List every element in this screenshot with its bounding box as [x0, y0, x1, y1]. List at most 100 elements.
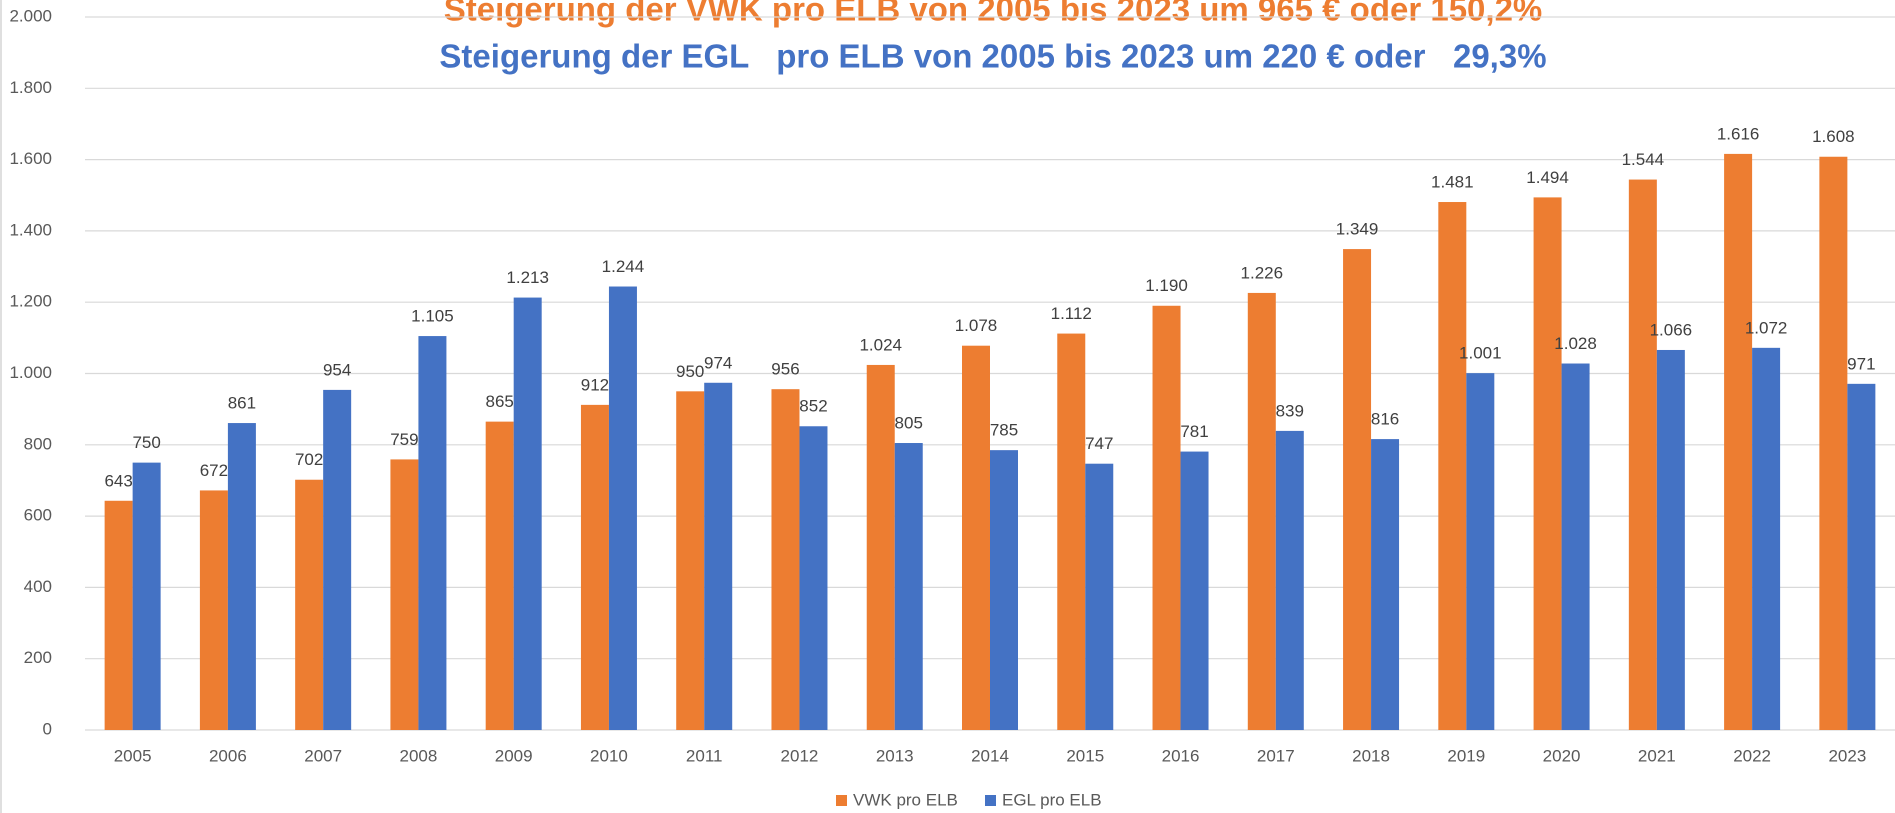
- bar: [418, 336, 447, 730]
- x-tick-label: 2020: [1543, 746, 1581, 765]
- bar: [227, 423, 256, 730]
- chart-title: Steigerung der VWK pro ELB von 2005 bis …: [444, 0, 1543, 28]
- x-tick-label: 2008: [400, 746, 438, 765]
- bar: [1371, 439, 1400, 730]
- bar: [1275, 430, 1304, 730]
- x-tick-label: 2021: [1638, 746, 1676, 765]
- bar: [513, 297, 542, 730]
- value-label: 805: [895, 414, 923, 433]
- chart-subtitle: Steigerung der EGL pro ELB von 2005 bis …: [439, 38, 1546, 75]
- x-tick-label: 2012: [781, 746, 819, 765]
- value-label: 1.024: [859, 335, 902, 354]
- bar: [799, 426, 828, 730]
- bar: [608, 286, 637, 730]
- y-tick-label: 1.400: [9, 220, 52, 239]
- value-label: 1.226: [1241, 263, 1284, 282]
- bar: [1180, 451, 1209, 730]
- bar: [1466, 373, 1495, 730]
- value-label: 974: [704, 353, 732, 372]
- value-label: 1.066: [1650, 320, 1693, 339]
- value-label: 816: [1371, 410, 1399, 429]
- value-label: 750: [132, 433, 160, 452]
- value-label: 861: [228, 394, 256, 413]
- x-tick-label: 2005: [114, 746, 152, 765]
- y-tick-label: 1.800: [9, 78, 52, 97]
- bar: [1561, 363, 1590, 730]
- value-label: 1.616: [1717, 124, 1760, 143]
- value-label: 672: [200, 461, 228, 480]
- bar: [390, 459, 419, 730]
- x-tick-label: 2011: [686, 746, 723, 765]
- x-tick-label: 2006: [209, 746, 247, 765]
- value-label: 865: [485, 392, 513, 411]
- value-label: 956: [771, 360, 799, 379]
- x-tick-label: 2017: [1257, 746, 1295, 765]
- bar: [1847, 383, 1876, 730]
- bar: [990, 450, 1018, 730]
- value-label: 785: [990, 421, 1018, 440]
- value-label: 1.481: [1431, 173, 1474, 192]
- bar: [1057, 333, 1086, 730]
- bar: [485, 421, 514, 730]
- y-tick-label: 1.200: [9, 292, 52, 311]
- bar: [894, 443, 923, 730]
- x-tick-label: 2007: [304, 746, 342, 765]
- x-tick-label: 2016: [1162, 746, 1200, 765]
- bar: [1628, 179, 1657, 731]
- bar: [704, 382, 733, 730]
- value-label: 759: [390, 430, 418, 449]
- bar: [1247, 292, 1276, 730]
- bar: [1152, 305, 1181, 730]
- x-tick-label: 2015: [1066, 746, 1104, 765]
- bar: [771, 389, 800, 730]
- x-tick-label: 2022: [1733, 746, 1771, 765]
- value-label: 971: [1847, 354, 1875, 373]
- x-tick-label: 2009: [495, 746, 533, 765]
- value-label: 1.105: [411, 307, 454, 326]
- value-label: 1.028: [1554, 334, 1597, 353]
- bar: [1533, 197, 1562, 730]
- legend-swatch: [985, 795, 996, 806]
- value-label: 1.078: [955, 316, 998, 335]
- value-label: 747: [1085, 434, 1113, 453]
- value-label: 1.494: [1526, 168, 1569, 187]
- bar: [866, 364, 895, 730]
- value-label: 954: [323, 360, 351, 379]
- value-label: 912: [581, 375, 609, 394]
- bar: [1752, 347, 1781, 730]
- bar: [199, 490, 228, 730]
- value-label: 1.244: [602, 257, 645, 276]
- y-tick-label: 800: [24, 434, 52, 453]
- y-tick-label: 0: [43, 719, 52, 738]
- bar: [1656, 349, 1685, 730]
- y-tick-label: 1.600: [9, 149, 52, 168]
- x-tick-label: 2010: [590, 746, 628, 765]
- y-tick-label: 600: [24, 506, 52, 525]
- x-tick-label: 2014: [971, 746, 1009, 765]
- y-tick-label: 2.000: [9, 6, 52, 25]
- value-label: 1.072: [1745, 318, 1788, 337]
- y-tick-label: 400: [24, 577, 52, 596]
- bar: [295, 479, 324, 730]
- bar: [1724, 153, 1753, 730]
- value-label: 781: [1180, 422, 1208, 441]
- value-label: 852: [799, 397, 827, 416]
- x-tick-label: 2013: [876, 746, 914, 765]
- value-label: 1.001: [1459, 344, 1502, 363]
- y-tick-label: 200: [24, 648, 52, 667]
- y-tick-label: 1.000: [9, 363, 52, 382]
- legend-label: EGL pro ELB: [1002, 790, 1102, 809]
- value-label: 950: [676, 362, 704, 381]
- value-label: 839: [1276, 401, 1304, 420]
- value-label: 1.608: [1812, 127, 1855, 146]
- bar: [1438, 202, 1467, 730]
- value-label: 1.544: [1622, 150, 1665, 169]
- x-tick-label: 2018: [1352, 746, 1390, 765]
- legend-swatch: [836, 795, 847, 806]
- value-label: 643: [104, 471, 132, 490]
- bar: [323, 389, 352, 730]
- value-label: 1.190: [1145, 276, 1188, 295]
- bar: [676, 391, 705, 730]
- value-label: 1.213: [506, 268, 549, 287]
